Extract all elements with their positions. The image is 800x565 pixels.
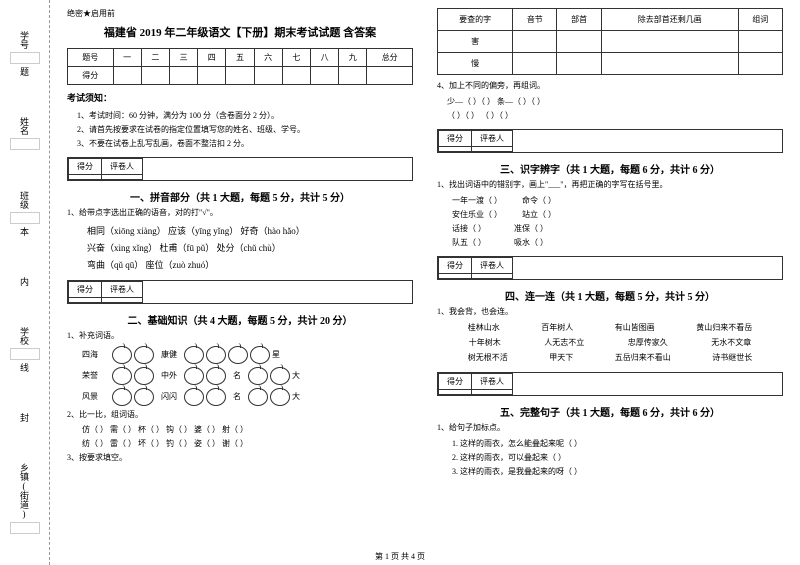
score-box-2: 得分评卷人 — [67, 280, 413, 304]
match-r1: 十年树木人无志不立 忠厚传家久无水不文章 — [437, 337, 783, 348]
s5-i1: 2. 这样的雨衣，可以叠起来（ ） — [437, 452, 783, 463]
score-box-1: 得分评卷人 — [67, 157, 413, 181]
side-label-0: 学号题 — [10, 31, 40, 76]
match-r0: 桂林山水百年树人 有山皆图画黄山归来不看岳 — [437, 322, 783, 333]
radical-2: （ ）（ ） （ ）（ ） — [437, 110, 783, 121]
s1-q1: 1、给带点字选出正确的语音，对的打"√"。 — [67, 207, 413, 220]
side-label-5: 封 — [18, 413, 31, 422]
pinyin-2: 兴奋（xìng xǐng） 杜甫（fū pǔ） 处分（chǔ chù） — [67, 241, 413, 254]
side-label-3: 内 — [18, 277, 31, 286]
lookup-table: 要查的字音节 部首除去部首还剩几画 组词 害 慢 — [437, 8, 783, 75]
secret-mark: 绝密★启用前 — [67, 8, 413, 19]
s5-i2: 3. 这样的雨衣，是我叠起来的呀（ ） — [437, 466, 783, 477]
notice-title: 考试须知： — [67, 91, 413, 104]
side-label-2: 班级本 — [10, 191, 40, 236]
section-1-title: 一、拼音部分（共 1 大题，每题 5 分，共计 5 分） — [67, 189, 413, 204]
match-r2: 树无根不活甲天下 五岳归来不看山诗书继世长 — [437, 352, 783, 363]
s3-i3: 队五（ ） 吸水（ ） — [437, 237, 783, 248]
content: 绝密★启用前 福建省 2019 年二年级语文【下册】期末考试试题 含答案 题号一… — [50, 0, 800, 565]
exam-title: 福建省 2019 年二年级语文【下册】期末考试试题 含答案 — [67, 24, 413, 40]
score-box-4: 得分评卷人 — [437, 256, 783, 280]
s3-i0: 一年一渡（ ） 命令（ ） — [437, 195, 783, 206]
score-box-3: 得分评卷人 — [437, 129, 783, 153]
s3-i1: 安住乐业（ ） 站立（ ） — [437, 209, 783, 220]
pinyin-1: 相同（xiōng xiàng） 应该（yīng yǐng） 好奇（hào hǎo… — [67, 224, 413, 237]
notice-1: 1、考试时间：60 分钟，满分为 100 分（含卷面分 2 分）。 — [67, 110, 413, 121]
s2-q2: 2、比一比，组词语。 — [67, 409, 413, 422]
s5-i0: 1. 这样的雨衣，怎么能叠起来呢（ ） — [437, 438, 783, 449]
s2-q4: 4、加上不同的偏旁，再组词。 — [437, 80, 783, 93]
pinyin-3: 弯曲（qǔ qū） 座位（zuò zhuó） — [67, 258, 413, 271]
radical-1: 少—（ ）（ ） 条—（ ）（ ） — [437, 96, 783, 107]
side-label-6: 乡镇(街道) — [10, 463, 40, 534]
fill-1: 仿（ ） 需（ ） 杯（ ） 钩（ ） 婆（ ） 射（ ） — [67, 424, 413, 435]
score-box-5: 得分评卷人 — [437, 372, 783, 396]
side-label-4: 学校线 — [10, 327, 40, 372]
notice-2: 2、请首先按要求在试卷的指定位置填写您的姓名、班级、学号。 — [67, 124, 413, 135]
section-5-title: 五、完整句子（共 1 大题，每题 6 分，共计 6 分） — [437, 404, 783, 419]
s3-q1: 1、找出词语中的错别字，画上"___"，再把正确的字写在括号里。 — [437, 179, 783, 192]
score-summary-table: 题号一 二三 四五 六七 八九 总分 得分 — [67, 48, 413, 85]
apple-row-1: 四海 康健 星 — [67, 346, 413, 364]
section-2-title: 二、基础知识（共 4 大题，每题 5 分，共计 20 分） — [67, 312, 413, 327]
section-4-title: 四、连一连（共 1 大题，每题 5 分，共计 5 分） — [437, 288, 783, 303]
s3-i2: 话接（ ） 准保（ ） — [437, 223, 783, 234]
notice-3: 3、不要在试卷上乱写乱画，卷面不整洁扣 2 分。 — [67, 138, 413, 149]
section-3-title: 三、识字辨字（共 1 大题，每题 6 分，共计 6 分） — [437, 161, 783, 176]
page-number: 第 1 页 共 4 页 — [375, 551, 425, 562]
s2-q3: 3、按要求填空。 — [67, 452, 413, 465]
binding-column: 学号题 姓名 班级本 内 学校线 封 乡镇(街道) — [0, 0, 50, 565]
side-label-1: 姓名 — [10, 117, 40, 150]
apple-row-2: 荣誉 中外 名大 — [67, 367, 413, 385]
right-column: 要查的字音节 部首除去部首还剩几画 组词 害 慢 4、加上不同的偏旁，再组词。 … — [425, 8, 795, 557]
s2-q1: 1、补充词语。 — [67, 330, 413, 343]
s4-q1: 1、我会背，也会连。 — [437, 306, 783, 319]
s5-q1: 1、给句子加标点。 — [437, 422, 783, 435]
fill-2: 纺（ ） 雷（ ） 坏（ ） 钓（ ） 姿（ ） 谢（ ） — [67, 438, 413, 449]
left-column: 绝密★启用前 福建省 2019 年二年级语文【下册】期末考试试题 含答案 题号一… — [55, 8, 425, 557]
apple-row-3: 风景 闪闪 名大 — [67, 388, 413, 406]
